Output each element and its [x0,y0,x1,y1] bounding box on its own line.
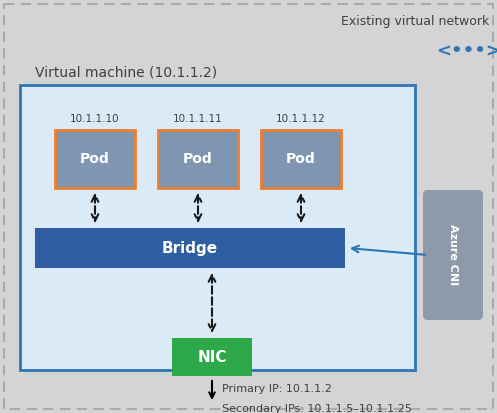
Text: Pod: Pod [80,152,110,166]
Bar [261,130,341,188]
Bar [172,338,252,376]
FancyArrowPatch shape [209,275,215,331]
Text: Primary IP: 10.1.1.2: Primary IP: 10.1.1.2 [222,384,332,394]
Text: Pod: Pod [183,152,213,166]
Text: Existing virtual network: Existing virtual network [341,16,489,28]
Text: 10.1.1.12: 10.1.1.12 [276,114,326,124]
Text: <•••>: <•••> [436,43,497,61]
Text: Secondary IPs: 10.1.1.5–10.1.1.25: Secondary IPs: 10.1.1.5–10.1.1.25 [222,404,412,413]
FancyArrowPatch shape [352,246,425,255]
FancyArrowPatch shape [91,195,98,221]
FancyArrowPatch shape [298,195,304,221]
Text: Pod: Pod [286,152,316,166]
FancyArrowPatch shape [195,195,201,221]
Text: Bridge: Bridge [162,240,218,256]
Text: 10.1.1.11: 10.1.1.11 [173,114,223,124]
Bar [158,130,238,188]
FancyBboxPatch shape [423,190,483,320]
Bar [20,85,415,370]
Text: 10.1.1.10: 10.1.1.10 [70,114,120,124]
Text: Azure CNI: Azure CNI [448,224,458,285]
Text: Virtual machine (10.1.1.2): Virtual machine (10.1.1.2) [35,65,217,79]
Text: NIC: NIC [197,349,227,365]
Bar [35,228,345,268]
Bar [55,130,135,188]
